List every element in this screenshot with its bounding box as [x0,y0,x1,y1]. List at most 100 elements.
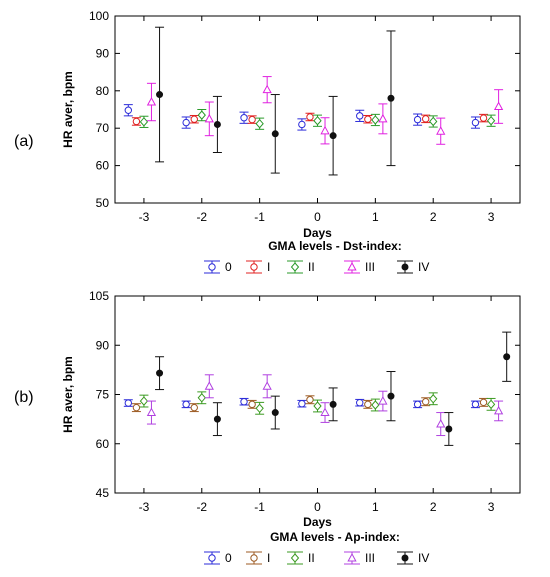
data-point [213,120,221,128]
y-tick-label: 45 [96,486,110,500]
series-III [146,374,504,437]
data-point [190,403,198,412]
data-point [329,132,337,140]
legend-label: III [365,260,375,274]
legend-item-II: II [287,260,315,274]
y-tick-label: 100 [89,9,109,23]
data-point [146,407,157,417]
y-tick-label: 70 [96,121,110,135]
data-point [356,399,364,407]
data-point [445,425,453,433]
data-point [471,400,480,409]
legend-title: GMA levels - Dst-index: [268,239,402,253]
legend-label: IV [418,551,429,565]
data-point [306,113,314,121]
data-point [271,130,279,138]
x-tick-label: -3 [139,500,150,514]
y-tick-label: 105 [89,289,109,303]
data-point [248,400,256,409]
data-point [479,114,488,122]
y-axis-label: HR aver, bpm [61,356,75,433]
data-point [240,398,248,406]
legend-label: III [365,551,375,565]
data-point [156,369,164,377]
x-tick-label: 2 [430,500,437,514]
data-point [248,115,256,124]
data-point [429,116,438,127]
series-I [131,112,489,126]
data-point [213,415,221,423]
data-point [356,112,364,120]
data-point [132,403,141,412]
y-tick-label: 50 [96,196,110,210]
data-point [320,407,330,417]
legend-label: I [267,260,270,274]
legend-item-I: I [246,551,270,565]
x-tick-label: 1 [372,210,379,224]
data-point [387,392,395,400]
data-point [413,115,422,124]
data-point [503,353,511,361]
data-point [378,396,388,405]
data-point [240,114,248,122]
data-point [313,115,322,126]
data-point [182,400,190,409]
legend-item-0: 0 [204,551,232,565]
data-point [371,115,380,125]
data-point [479,398,488,407]
data-point [124,399,133,407]
data-point [429,394,438,404]
data-point [255,118,264,129]
x-tick-label: 0 [314,500,321,514]
data-point [262,84,272,94]
legend-label: IV [418,260,429,274]
legend-item-I: I [246,260,270,274]
data-point [197,110,206,120]
x-tick-label: 0 [314,210,321,224]
x-tick-label: 3 [488,500,495,514]
data-point [320,125,330,135]
legend-item-IV: IV [397,260,429,274]
data-point [471,118,480,127]
data-point [156,91,164,99]
data-point [364,400,372,409]
panel-label: (a) [14,133,34,150]
legend-marker [290,262,300,272]
data-point [413,400,422,409]
data-point [132,117,141,126]
data-point [197,393,206,403]
panel-b: (b) 45 60 75 90 105 HR aver, bpm -3 -2 -1 0 1 2 3 Days… [14,289,521,565]
legend-item-III: III [344,551,375,565]
plot-frame [114,15,521,204]
x-axis-label: Days [303,515,332,529]
data-point [182,118,190,127]
data-point [204,113,214,123]
x-tick-label: -2 [196,500,207,514]
plot-frame [114,295,521,494]
legend-label: I [267,551,270,565]
legend-marker [290,553,300,563]
y-tick-label: 60 [96,437,110,451]
legend-marker [401,554,409,562]
panel-label: (b) [14,389,34,406]
series-0 [123,104,480,131]
y-tick-label: 75 [96,388,110,402]
series-IV [155,331,512,446]
legend-item-II: II [287,551,315,565]
legend-label: II [308,551,315,565]
x-tick-label: 3 [488,210,495,224]
data-point [436,419,446,428]
data-point [493,405,504,415]
legend-marker [347,552,357,562]
legend-label: II [308,260,315,274]
y-tick-label: 90 [96,46,110,60]
data-point [378,113,388,123]
series-III [146,76,504,145]
data-point [421,115,430,123]
x-tick-label: -1 [254,210,265,224]
series-II [139,109,496,130]
data-point [204,381,214,390]
legend-marker [208,263,216,271]
data-point [486,399,496,410]
data-point [298,120,306,129]
